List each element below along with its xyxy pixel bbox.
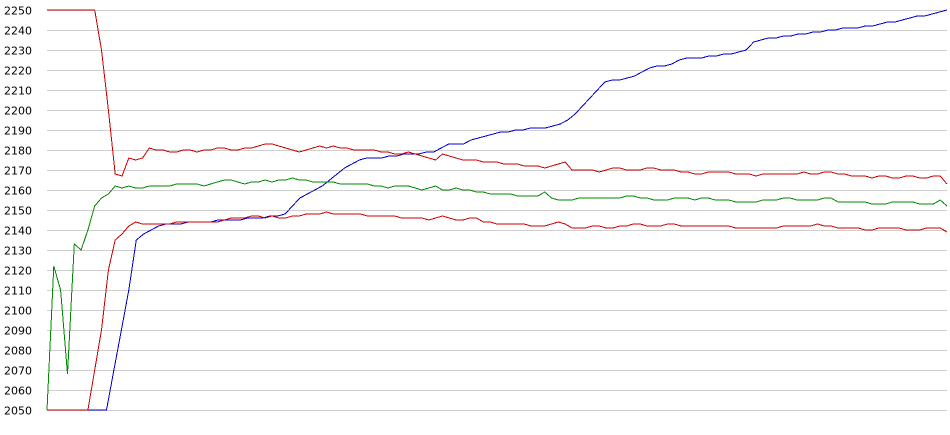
y-tick-label: 2080 [4,345,32,358]
y-tick-label: 2200 [4,105,32,118]
series-line-2 [47,9,948,185]
gridlines [47,10,947,411]
y-tick-label: 2190 [4,125,32,138]
y-tick-label: 2110 [4,285,32,298]
y-axis-tick-labels: 2050 2060 2070 2080 2090 2100 2110 2120 2130 2140… [4,5,32,418]
y-tick-label: 2050 [4,405,32,418]
y-tick-label: 2090 [4,325,32,338]
y-tick-label: 2170 [4,165,32,178]
y-tick-label: 2210 [4,85,32,98]
y-tick-label: 2060 [4,385,32,398]
y-tick-label: 2140 [4,225,32,238]
series-line-3 [46,177,948,411]
y-tick-label: 2160 [4,185,32,198]
y-tick-label: 2070 [4,365,32,378]
y-tick-label: 2180 [4,145,32,158]
y-tick-label: 2100 [4,305,32,318]
y-tick-label: 2120 [4,265,32,278]
y-tick-label: 2250 [4,5,32,18]
y-tick-label: 2130 [4,245,32,258]
y-tick-label: 2230 [4,45,32,58]
series-line-4 [47,211,948,411]
series-lines [46,9,948,411]
y-tick-label: 2240 [4,25,32,38]
y-tick-label: 2220 [4,65,32,78]
y-tick-label: 2150 [4,205,32,218]
